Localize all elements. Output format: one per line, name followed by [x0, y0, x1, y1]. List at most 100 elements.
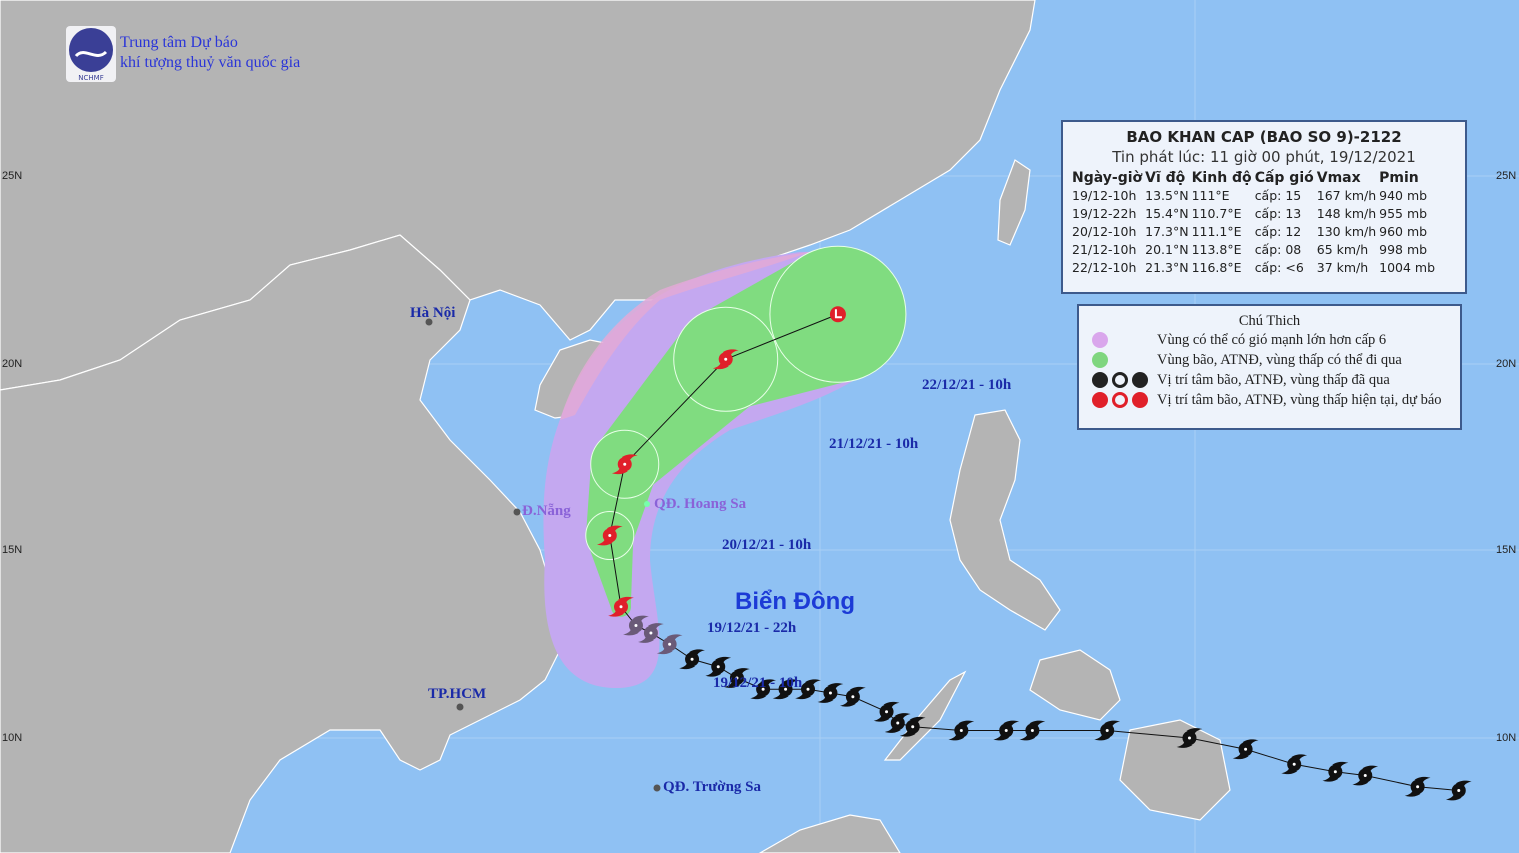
- past-storm-icon: [1445, 780, 1472, 801]
- past-storm-icon: [1176, 728, 1203, 748]
- past-storm-icon: [1404, 776, 1431, 797]
- past-storm-icon: [679, 649, 706, 670]
- table-cell: 17.3°N: [1145, 224, 1189, 239]
- past-storm-icon: [1094, 720, 1121, 741]
- lat-tick: 10N: [1496, 732, 1517, 744]
- table-header: Kinh độ: [1191, 170, 1252, 186]
- legend-label: Vùng có thể có gió mạnh lớn hơn cấp 6: [1157, 331, 1387, 348]
- past-storm-icon: [750, 679, 777, 700]
- svg-text:NCHMF: NCHMF: [78, 74, 103, 82]
- track-zone-segment: [586, 531, 634, 609]
- radius-circle: [585, 511, 635, 560]
- land-palawan: [883, 670, 967, 761]
- table-header: Vmax: [1316, 170, 1361, 186]
- table-cell: cấp: 12: [1254, 224, 1302, 239]
- hcm-dot: [456, 703, 464, 711]
- table-cell: 21/12-10h: [1072, 242, 1137, 257]
- table-cell: 20/12-10h: [1072, 224, 1137, 239]
- past-storm-icon: [622, 615, 649, 636]
- past-storm-icon: [993, 720, 1020, 741]
- past-storm-icon: [1322, 761, 1349, 782]
- table-row: 19/12-10h 13.5°N 111°E cấp: 15 167 km/h 940 m…: [1072, 187, 1438, 205]
- hoangsa-dot: [644, 501, 650, 507]
- table-cell: 940 mb: [1379, 188, 1428, 203]
- table-cell: 167 km/h: [1316, 188, 1377, 203]
- past-storm-icon: [1352, 765, 1379, 786]
- radius-circle: [673, 306, 779, 412]
- land-mindanao: [1119, 719, 1231, 821]
- place-truongsa: QĐ. Trường Sa: [663, 779, 762, 795]
- table-header: Cấp gió: [1254, 170, 1314, 186]
- lat-tick: 10N: [2, 732, 23, 744]
- truongsa-dot: [653, 784, 661, 792]
- place-danang: Đ.Nẵng: [522, 503, 571, 519]
- place-hcm: TP.HCM: [428, 686, 487, 702]
- table-header: Pmin: [1379, 170, 1419, 186]
- table-cell: 113.8°E: [1191, 242, 1242, 257]
- table-cell: 20.1°N: [1145, 242, 1189, 257]
- organization-name: Trung tâm Dự báo khí tượng thuỷ văn quốc…: [120, 33, 300, 73]
- land-indochina: [0, 234, 561, 853]
- table-cell: cấp: 13: [1254, 206, 1302, 221]
- track-zone-swatch: [1092, 352, 1108, 368]
- forecast-storm-icon: [608, 596, 634, 617]
- past-storm-icon: [873, 701, 900, 722]
- wind-zone-swatch: [1092, 332, 1108, 348]
- land-visayas: [1029, 649, 1121, 721]
- past-storm-icon: [656, 634, 683, 655]
- table-header: Ngày-giờ: [1072, 170, 1143, 186]
- table-cell: 110.7°E: [1191, 206, 1242, 221]
- issued-time: Tin phát lúc: 11 giờ 00 phút, 19/12/2021: [1112, 148, 1416, 166]
- legend-label: Vị trí tâm bão, ATNĐ, vùng thấp đã qua: [1157, 371, 1390, 388]
- lat-tick: 15N: [2, 544, 23, 556]
- past-storm-icon: [637, 623, 664, 643]
- city-dots: [425, 318, 661, 792]
- table-cell: 19/12-22h: [1072, 206, 1137, 221]
- table-header: Vĩ độ: [1145, 170, 1186, 186]
- table-cell: 111.1°E: [1191, 224, 1242, 239]
- forecast-table: Ngày-giờ Vĩ độ Kinh độ Cấp gió Vmax Pmin 19/1…: [1072, 170, 1438, 277]
- time-label: 21/12/21 - 10h: [829, 436, 919, 452]
- table-cell: 116.8°E: [1191, 260, 1242, 275]
- table-cell: 37 km/h: [1316, 260, 1369, 275]
- table-cell: 19/12-10h: [1072, 188, 1137, 203]
- forecast-storm-icon: [712, 349, 739, 370]
- table-cell: 22/12-10h: [1072, 260, 1137, 275]
- time-label: 19/12/21 - 10h: [713, 675, 803, 691]
- past-storm-icon: [1281, 754, 1308, 775]
- legend-item: Vùng có thể có gió mạnh lớn hơn cấp 6: [1079, 330, 1460, 350]
- table-cell: 13.5°N: [1145, 188, 1189, 203]
- legend-item: Vị trí tâm bão, ATNĐ, vùng thấp đã qua: [1079, 370, 1460, 390]
- past-storm-icon: [884, 713, 911, 733]
- past-storm-icon: [772, 679, 799, 700]
- land: [0, 0, 1231, 853]
- table-cell: 130 km/h: [1316, 224, 1377, 239]
- legend-item: Vị trí tâm bão, ATNĐ, vùng thấp hiện tại…: [1079, 390, 1460, 410]
- storm-info-panel: BAO KHAN CAP (BAO SO 9)-2122 Tin phát lú…: [1061, 120, 1467, 294]
- lat-tick: 25N: [2, 170, 23, 182]
- past-storm-icon: [817, 683, 844, 703]
- legend-label: Vùng bão, ATNĐ, vùng thấp có thể đi qua: [1157, 351, 1402, 368]
- org-line1: Trung tâm Dự báo: [120, 34, 238, 51]
- table-cell: 955 mb: [1379, 206, 1428, 221]
- forecast-symbols-icon: [1079, 392, 1157, 408]
- table-row: 20/12-10h 17.3°N 111.1°E cấp: 12 130 km/h 960…: [1072, 223, 1438, 241]
- org-line2: khí tượng thuỷ văn quốc gia: [120, 54, 301, 71]
- nchmf-logo: NCHMF: [66, 26, 116, 82]
- forecast-storm-icon: [596, 525, 623, 546]
- past-symbols-icon: [1079, 372, 1157, 388]
- table-cell: 21.3°N: [1145, 260, 1189, 275]
- table-cell: cấp: <6: [1254, 260, 1304, 275]
- radius-circle: [769, 245, 907, 383]
- table-cell: cấp: 15: [1254, 188, 1302, 203]
- coast-zone: [560, 252, 810, 420]
- track-zone-segment: [706, 251, 864, 408]
- low-pressure-icon: [829, 306, 846, 323]
- hanoi-dot: [425, 318, 433, 326]
- time-label: 20/12/21 - 10h: [722, 537, 812, 553]
- table-cell: cấp: 08: [1254, 242, 1302, 257]
- land-borneo: [758, 814, 901, 853]
- land-luzon: [949, 409, 1061, 631]
- past-storm-icon: [795, 679, 821, 700]
